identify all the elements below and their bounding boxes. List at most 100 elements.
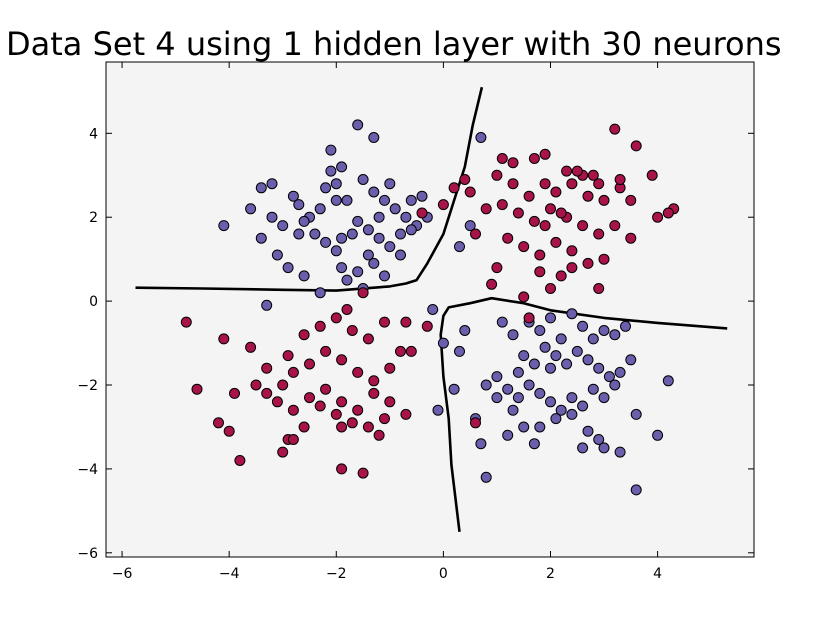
x-tick-label: 2 <box>546 566 555 582</box>
decision-boundary-group <box>135 86 728 532</box>
scatter-point-series-1 <box>379 194 390 206</box>
scatter-point-series-1 <box>379 270 390 282</box>
scatter-point-series-1 <box>293 199 305 211</box>
scatter-point-series-2 <box>234 455 246 466</box>
scatter-point-series-2 <box>336 396 348 408</box>
scatter-point-series-2 <box>223 425 235 437</box>
scatter-point-series-1 <box>298 215 310 227</box>
x-tick-label: −4 <box>219 566 240 582</box>
scatter-point-series-1 <box>357 174 369 185</box>
scatter-point-series-2 <box>539 220 551 232</box>
scatter-point-series-2 <box>523 312 535 324</box>
scatter-point-series-1 <box>362 249 374 261</box>
scatter-point-series-1 <box>395 249 406 261</box>
scatter-point-series-2 <box>507 178 519 190</box>
scatter-point-series-1 <box>459 325 471 336</box>
scatter-point-series-1 <box>545 396 556 408</box>
scatter-point-series-2 <box>609 220 621 232</box>
chart-title: Data Set 4 using 1 hidden layer with 30 … <box>6 25 782 63</box>
scatter-point-series-2 <box>545 283 556 294</box>
scatter-point-series-1 <box>614 446 626 458</box>
scatter-point-series-2 <box>470 228 481 240</box>
scatter-point-series-1 <box>352 215 364 227</box>
scatter-point-series-1 <box>325 144 337 156</box>
scatter-point-series-1 <box>609 379 621 391</box>
scatter-point-series-1 <box>491 392 503 404</box>
scatter-point-series-2 <box>330 312 342 324</box>
scatter-point-series-2 <box>271 396 283 408</box>
x-tick-label: 4 <box>653 566 662 582</box>
scatter-point-series-2 <box>577 220 589 232</box>
scatter-point-series-1 <box>518 421 530 433</box>
scatter-point-series-2 <box>512 207 524 219</box>
scatter-point-series-2 <box>191 383 203 395</box>
scatter-point-series-2 <box>448 182 460 194</box>
scatter-point-series-1 <box>400 211 412 223</box>
x-tick-label: −6 <box>112 566 133 582</box>
scatter-point-series-1 <box>534 325 546 336</box>
scatter-point-series-1 <box>528 438 540 450</box>
scatter-point-series-2 <box>630 140 642 152</box>
scatter-point-series-1 <box>314 287 326 299</box>
scatter-point-series-1 <box>330 245 342 257</box>
scatter-point-series-1 <box>502 383 514 395</box>
scatter-point-series-2 <box>298 421 310 433</box>
scatter-point-series-2 <box>277 379 289 391</box>
scatter-point-series-2 <box>261 387 273 399</box>
scatter-point-series-2 <box>336 354 348 366</box>
scatter-point-series-1 <box>571 345 583 357</box>
scatter-point-series-1 <box>614 366 626 378</box>
scatter-point-series-2 <box>320 345 332 357</box>
scatter-point-series-1 <box>373 211 385 223</box>
scatter-point-series-1 <box>496 316 508 328</box>
scatter-point-series-1 <box>566 408 578 420</box>
scatter-point-series-1 <box>512 366 524 378</box>
scatter-point-series-1 <box>534 387 546 399</box>
scatter-point-series-1 <box>518 350 530 362</box>
scatter-point-series-1 <box>266 211 278 223</box>
scatter-point-series-2 <box>587 169 599 181</box>
scatter-point-series-1 <box>454 241 465 253</box>
scatter-point-series-1 <box>561 358 573 370</box>
scatter-point-series-1 <box>545 312 556 324</box>
scatter-point-series-2 <box>459 174 471 185</box>
decision-boundary-line-2 <box>439 296 728 532</box>
scatter-point-series-1 <box>218 220 230 232</box>
scatter-point-series-2 <box>384 396 396 408</box>
scatter-point-series-1 <box>582 354 594 366</box>
scatter-point-series-2 <box>405 345 417 357</box>
scatter-point-series-1 <box>346 228 358 240</box>
scatter-point-series-1 <box>298 270 310 282</box>
scatter-point-series-2 <box>555 207 567 219</box>
scatter-point-series-2 <box>421 320 433 332</box>
scatter-point-series-2 <box>545 203 556 215</box>
scatter-point-series-2 <box>357 467 369 479</box>
scatter-point-series-2 <box>400 408 412 420</box>
scatter-point-series-2 <box>646 169 658 181</box>
scatter-point-series-1 <box>314 203 326 215</box>
scatter-point-series-1 <box>566 308 578 320</box>
scatter-point-series-2 <box>287 366 299 378</box>
scatter-point-series-1 <box>384 178 396 190</box>
scatter-point-series-2 <box>486 278 498 290</box>
scatter-point-series-1 <box>587 383 599 395</box>
scatter-point-series-2 <box>534 249 546 261</box>
scatter-point-series-2 <box>304 392 315 404</box>
scatter-point-series-2 <box>245 341 257 353</box>
scatter-point-series-2 <box>593 178 605 190</box>
scatter-point-series-1 <box>555 404 567 416</box>
scatter-point-series-1 <box>566 392 578 404</box>
scatter-point-series-2 <box>346 417 358 429</box>
scatter-point-series-1 <box>405 194 417 206</box>
scatter-point-series-2 <box>593 228 605 240</box>
scatter-point-series-2 <box>523 190 535 202</box>
scatter-point-series-2 <box>555 270 567 282</box>
scatter-point-series-1 <box>373 232 385 244</box>
scatter-point-series-1 <box>512 392 524 404</box>
scatter-point-series-2 <box>287 404 299 416</box>
scatter-point-series-1 <box>336 262 348 274</box>
scatter-point-series-1 <box>448 383 460 395</box>
y-tick-label: −4 <box>77 462 98 478</box>
scatter-point-series-1 <box>609 329 621 341</box>
